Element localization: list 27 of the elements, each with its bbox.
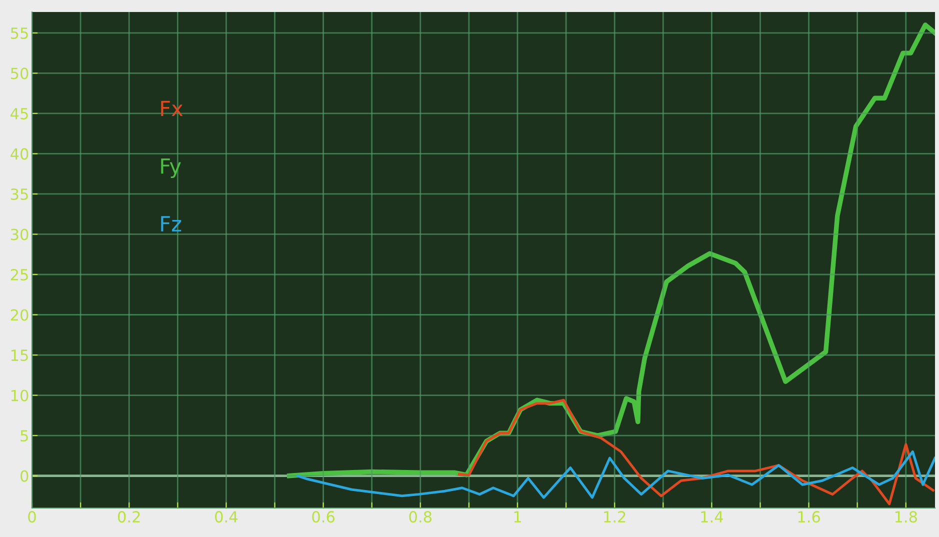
text: Fx <box>161 100 183 116</box>
y-tick-label: 45 <box>10 108 28 120</box>
y-tick-label: 20 <box>10 309 28 321</box>
y-tick-label: 10 <box>11 390 28 402</box>
x-tick-label: 0.4 <box>215 511 238 523</box>
x-tick-label: 0.2 <box>118 511 140 523</box>
x-tick-label: 1.4 <box>701 511 723 522</box>
x-tick-label: 1.8 <box>895 511 917 523</box>
y-tick-label: 15 <box>11 350 28 362</box>
x-tick-label: 1 <box>514 511 521 522</box>
y-tick-label: 50 <box>10 68 28 80</box>
y-tick-label: 40 <box>10 148 28 160</box>
y-tick-label: 55 <box>10 28 28 39</box>
x-tick-label: 1.6 <box>798 511 820 523</box>
x-tick-label: 0.8 <box>409 511 432 523</box>
text: Fy <box>161 158 181 178</box>
y-tick-label: 0 <box>20 470 28 482</box>
y-tick-label: 5 <box>20 430 28 442</box>
text: Fz <box>161 216 182 232</box>
x-tick-label: 0 <box>28 511 36 523</box>
y-tick-label: 25 <box>10 268 28 281</box>
x-tick-label: 0.6 <box>312 511 334 523</box>
y-tick-label: 30 <box>10 228 28 240</box>
line-series <box>458 398 934 506</box>
x-tick-label: 1.2 <box>604 511 626 522</box>
line-series <box>296 450 935 499</box>
y-tick-label: 35 <box>10 188 28 200</box>
